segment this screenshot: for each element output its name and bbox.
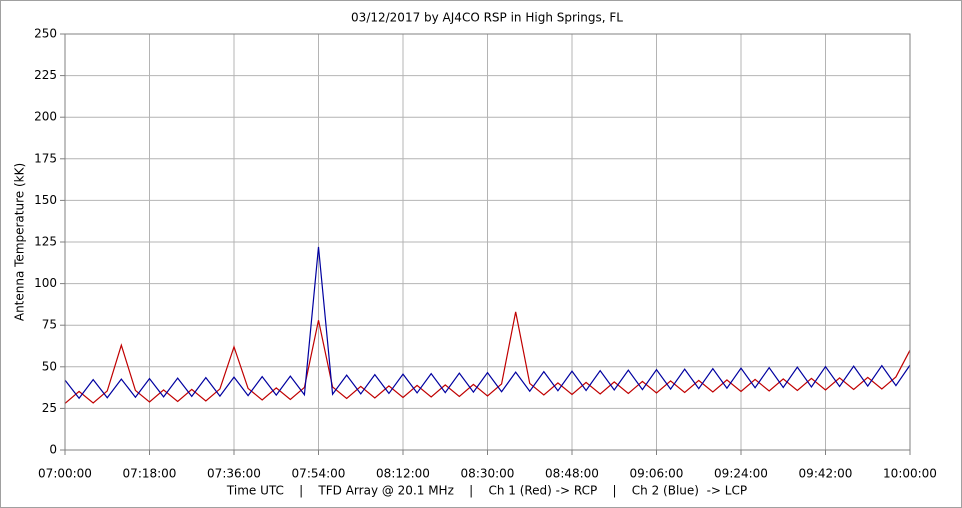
y-tick-label: 100 <box>34 276 57 290</box>
x-tick-label: 07:00:00 <box>38 467 92 481</box>
series-line <box>64 246 911 400</box>
x-tick-label: 07:18:00 <box>123 467 177 481</box>
x-tick-label: 07:36:00 <box>207 467 261 481</box>
x-tick-label: 09:06:00 <box>630 467 684 481</box>
x-tick-label: 09:24:00 <box>714 467 768 481</box>
y-tick-label: 150 <box>34 193 57 207</box>
x-tick-label: 10:00:00 <box>883 467 937 481</box>
y-tick-label: 200 <box>34 110 57 124</box>
plot-border <box>64 33 911 451</box>
x-tick-label: 07:54:00 <box>292 467 346 481</box>
y-tick-label: 175 <box>34 151 57 165</box>
y-axis-label: Antenna Temperature (kK) <box>13 163 27 321</box>
y-tick-label: 250 <box>34 27 57 41</box>
y-tick-label: 25 <box>42 401 57 415</box>
y-tick-label: 0 <box>49 443 57 457</box>
x-tick-label: 08:12:00 <box>376 467 430 481</box>
y-tick-label: 225 <box>34 68 57 82</box>
chart-title: 03/12/2017 by AJ4CO RSP in High Springs,… <box>351 11 623 25</box>
x-tick-label: 08:48:00 <box>545 467 599 481</box>
x-axis-label: Time UTC | TFD Array @ 20.1 MHz | Ch 1 (… <box>226 484 747 498</box>
y-tick-label: 50 <box>42 359 57 373</box>
x-tick-label: 09:42:00 <box>799 467 853 481</box>
x-tick-label: 08:30:00 <box>461 467 515 481</box>
series-line <box>64 311 911 404</box>
y-tick-label: 75 <box>42 318 57 332</box>
y-tick-label: 125 <box>34 235 57 249</box>
